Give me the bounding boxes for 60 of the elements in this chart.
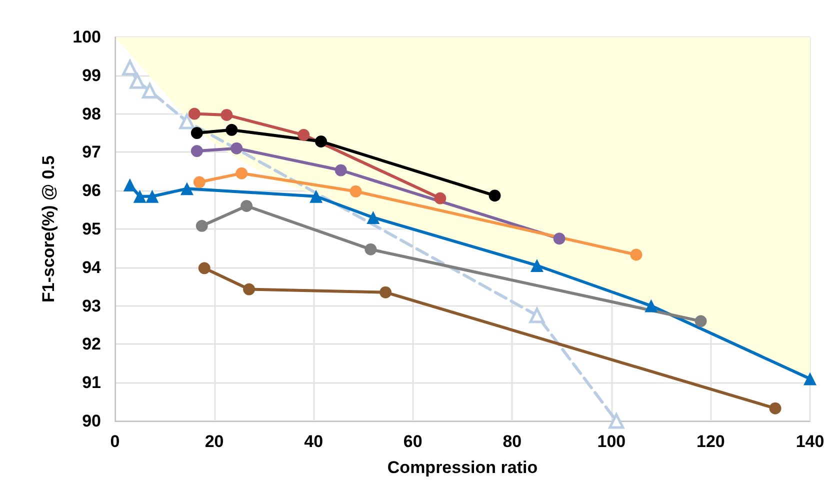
point (193, 176, 206, 188)
point (350, 185, 362, 198)
y-tick-label: 96 (82, 181, 101, 200)
point (142, 83, 158, 99)
point (230, 142, 243, 154)
x-tick-label: 140 (796, 432, 824, 451)
point (220, 108, 233, 121)
point (315, 135, 328, 148)
point (804, 372, 816, 386)
point (123, 178, 136, 192)
point (190, 127, 203, 139)
point (310, 190, 323, 203)
y-tick-label: 92 (82, 334, 101, 354)
y-tick-label: 91 (82, 373, 101, 392)
x-tick-label: 0 (110, 432, 120, 451)
y-tick-label: 97 (82, 142, 101, 162)
y-tick-label: 99 (82, 66, 101, 85)
point (529, 308, 545, 324)
point (364, 243, 377, 256)
point (608, 413, 624, 429)
point (198, 262, 210, 274)
point (553, 232, 566, 245)
point (133, 190, 146, 203)
point (366, 210, 380, 224)
x-tick-label: 40 (304, 432, 324, 451)
y-tick-label: 94 (82, 258, 102, 277)
point (226, 124, 238, 136)
point (298, 128, 310, 141)
y-axis-title: F1-score(%) @ 0.5 (39, 156, 58, 302)
point (694, 315, 707, 328)
y-tick-label: 95 (82, 220, 101, 238)
point (630, 248, 642, 261)
point (122, 60, 138, 76)
y-tick-label: 90 (82, 412, 101, 430)
point (196, 220, 208, 232)
point (769, 402, 782, 414)
x-axis-title: Compression ratio (387, 458, 538, 477)
point (240, 200, 253, 212)
point (188, 108, 200, 120)
point (179, 114, 195, 130)
point (530, 258, 544, 272)
point (434, 192, 446, 204)
point (180, 182, 194, 196)
point (236, 167, 248, 180)
point (644, 299, 658, 312)
point (130, 73, 146, 89)
point (146, 190, 159, 203)
point (380, 286, 392, 298)
x-tick-label: 60 (403, 432, 422, 451)
y-tick-label: 100 (72, 28, 101, 46)
point (334, 164, 347, 176)
point (190, 145, 203, 158)
x-tick-label: 80 (502, 432, 522, 451)
point (488, 190, 501, 202)
y-tick-label: 98 (82, 104, 101, 124)
y-tick-label: 93 (82, 296, 101, 316)
x-tick-label: 20 (204, 432, 224, 451)
point (243, 283, 256, 296)
x-tick-label: 100 (597, 432, 626, 451)
x-tick-label: 120 (696, 432, 725, 451)
